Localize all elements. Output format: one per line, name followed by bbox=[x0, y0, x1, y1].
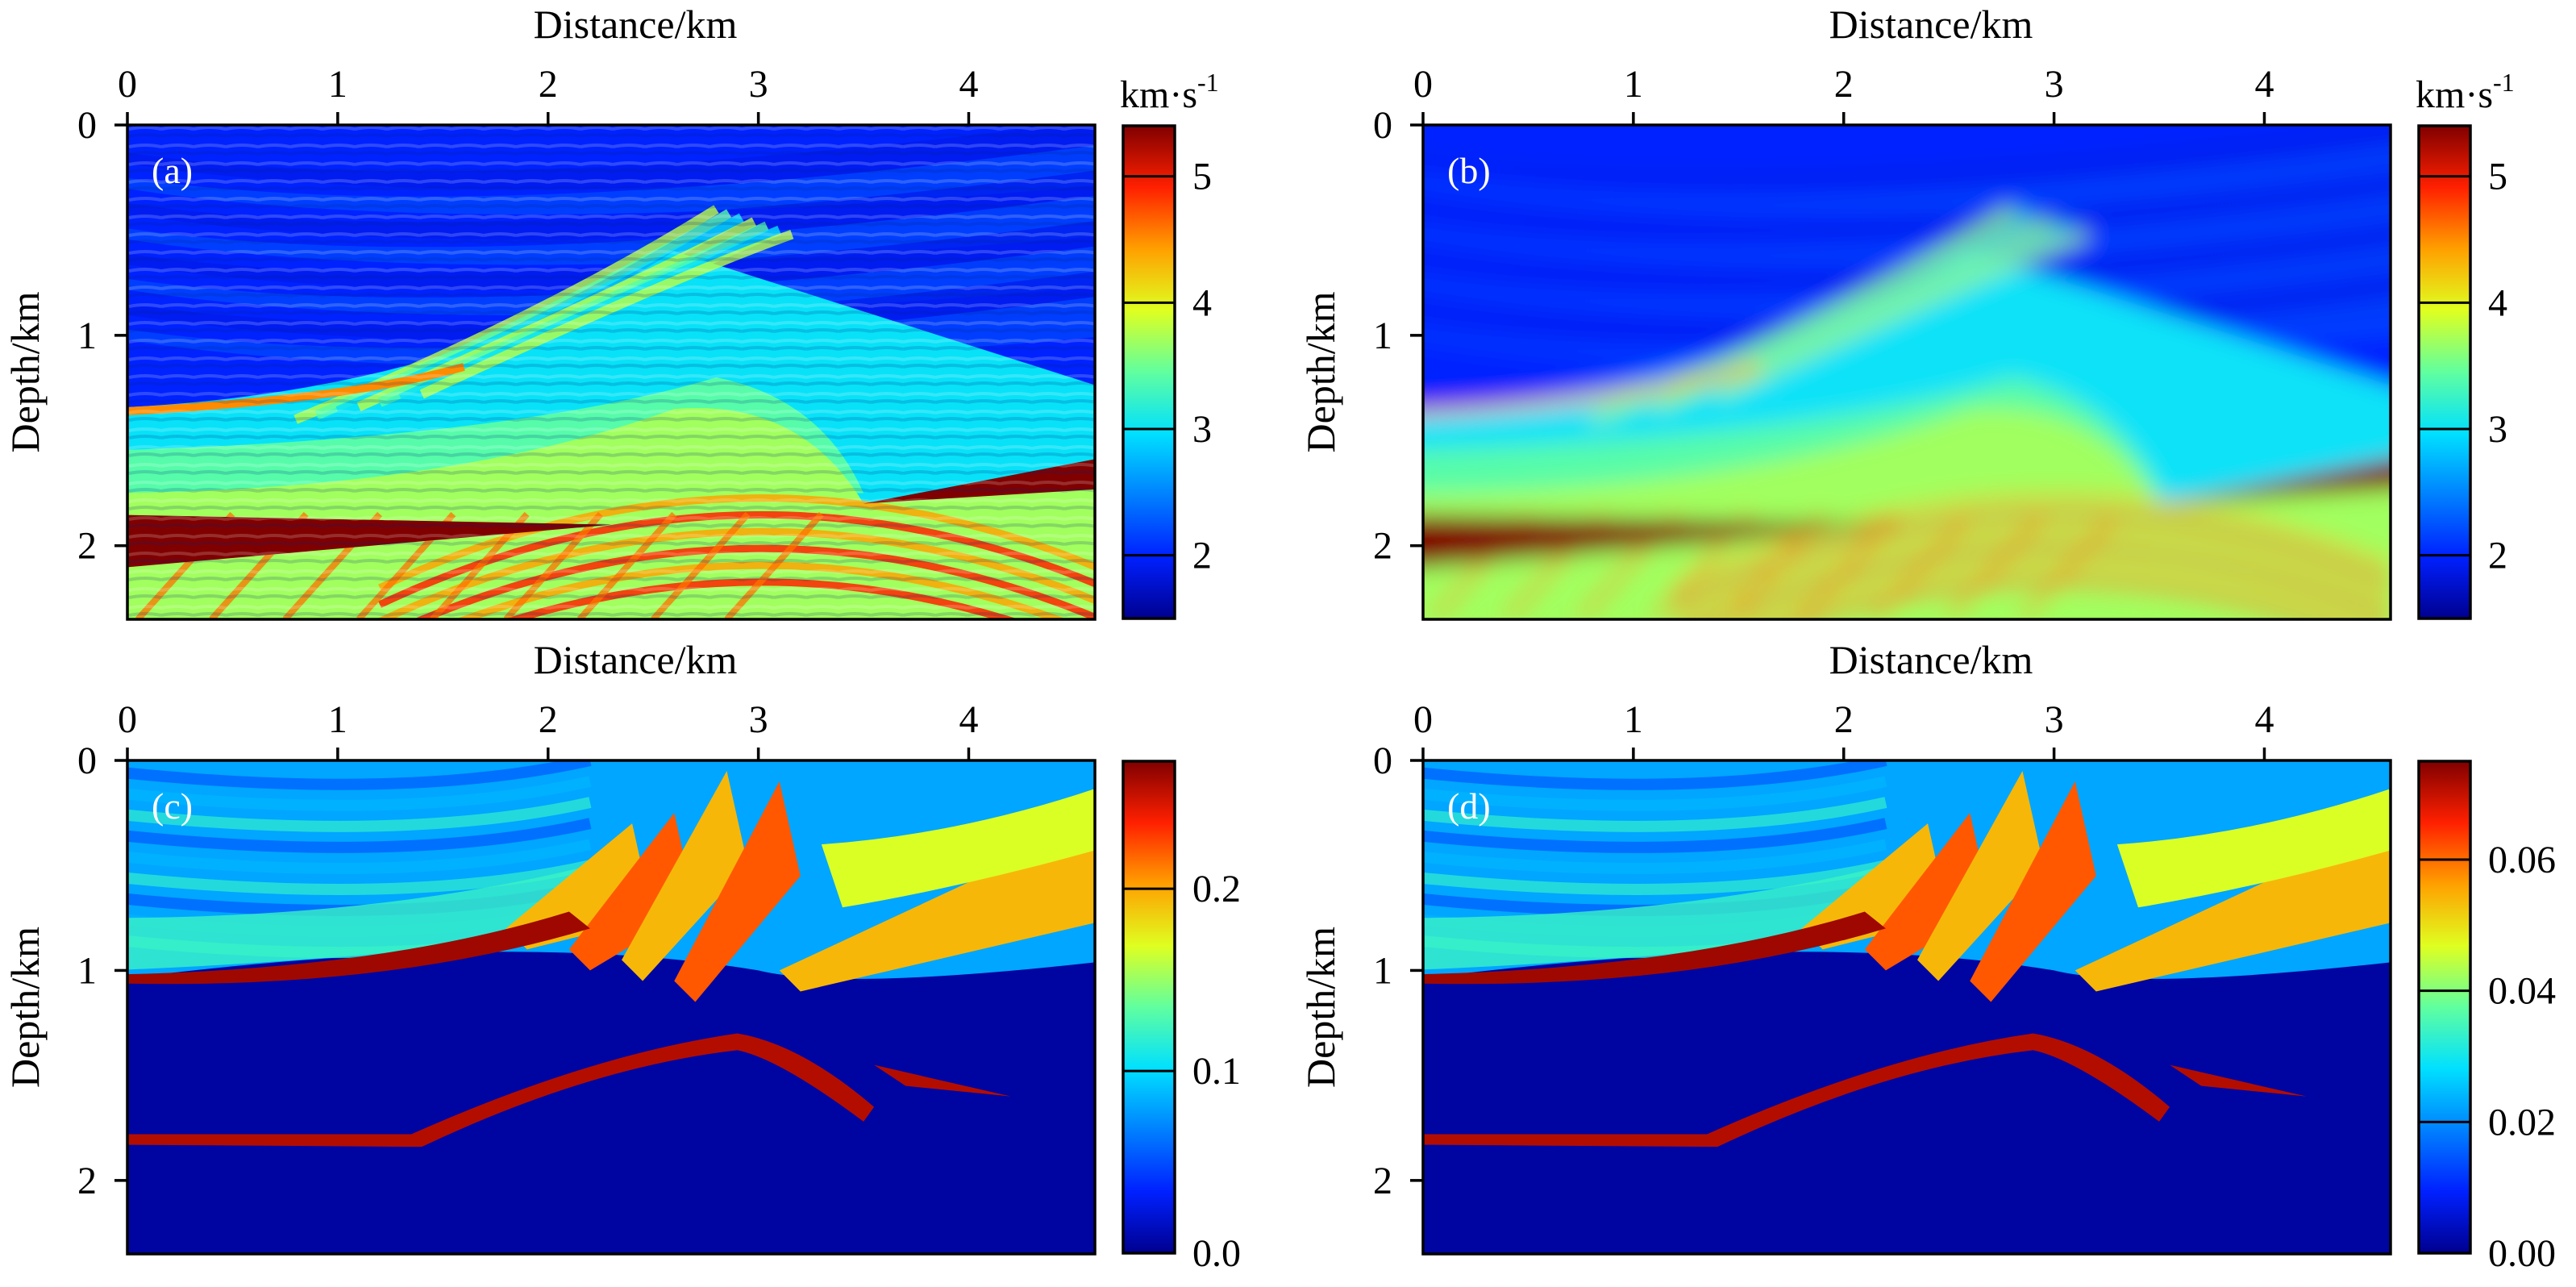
colorbar-tick-label: 0.04 bbox=[2488, 970, 2556, 1013]
plot-frame bbox=[1421, 123, 2392, 621]
colorbar-frame bbox=[2417, 124, 2472, 620]
colorbar bbox=[2419, 761, 2470, 1253]
y-tick-label: 0 bbox=[1373, 739, 1392, 782]
colorbar-tick-label: 2 bbox=[2488, 535, 2507, 577]
colorbar-tick-label: 0.00 bbox=[2488, 1232, 2556, 1275]
x-tick-label: 0 bbox=[118, 63, 137, 106]
colorbar-tick-label: 0.1 bbox=[1192, 1050, 1241, 1093]
x-tick-label: 2 bbox=[539, 698, 558, 741]
heatmap-image bbox=[127, 760, 1095, 1254]
colorbar-tick-label: 0.0 bbox=[1192, 1232, 1241, 1275]
y-tick-label: 1 bbox=[77, 949, 97, 992]
y-tick-label: 2 bbox=[77, 1160, 97, 1202]
colorbar-unit-superscript: -1 bbox=[1197, 68, 1219, 97]
chart-panel-c: Distance/km 0 1 2 3 4 0 1 2 Depth/km (c) 0.0 0.1 0.2 bbox=[2, 637, 1241, 1275]
y-tick-label: 2 bbox=[1373, 1160, 1392, 1202]
y-axis-label: Depth/km bbox=[1298, 291, 1343, 452]
x-tick-label: 1 bbox=[328, 698, 347, 741]
y-tick-label: 0 bbox=[77, 104, 97, 147]
x-tick-label: 4 bbox=[2254, 698, 2274, 741]
x-tick-label: 2 bbox=[1834, 698, 1854, 741]
panel-label: (c) bbox=[152, 785, 193, 827]
x-tick-label: 4 bbox=[959, 63, 978, 106]
x-tick-label: 2 bbox=[1834, 63, 1854, 106]
chart-panel-d: Distance/km 0 1 2 3 4 0 1 2 Depth/km (d) 0.00 0.02 0.… bbox=[1298, 637, 2556, 1275]
y-tick-label: 1 bbox=[1373, 314, 1392, 357]
colorbar-tick-label: 2 bbox=[1192, 535, 1212, 577]
colorbar-unit-label: km·s-1 bbox=[1120, 68, 1219, 116]
x-axis-title: Distance/km bbox=[1829, 2, 2033, 47]
chart-panel-b: Distance/km 0 1 2 3 4 0 1 2 Depth/km (b) 2 3 4 5 km·s-1 bbox=[1298, 2, 2515, 621]
y-tick-label: 2 bbox=[77, 525, 97, 568]
colorbar bbox=[1123, 126, 1175, 619]
colorbar-tick-label: 3 bbox=[2488, 408, 2507, 451]
y-tick-label: 0 bbox=[77, 739, 97, 782]
y-tick-label: 1 bbox=[1373, 949, 1392, 992]
chart-panel-a: Distance/km 0 1 2 3 4 0 1 2 Depth/km (a) 2 3 4 5 km·s-1 bbox=[2, 2, 1219, 621]
y-axis-label: Depth/km bbox=[2, 291, 48, 452]
x-tick-label: 0 bbox=[1413, 698, 1433, 741]
x-tick-label: 4 bbox=[959, 698, 978, 741]
x-axis-title: Distance/km bbox=[1829, 637, 2033, 682]
heatmap-image bbox=[127, 125, 1095, 619]
panel-label: (b) bbox=[1447, 150, 1491, 191]
plot-frame bbox=[126, 123, 1097, 621]
y-axis-label: Depth/km bbox=[2, 927, 48, 1088]
y-tick-label: 1 bbox=[77, 314, 97, 357]
colorbar-tick-label: 4 bbox=[1192, 281, 1212, 324]
colorbar-unit-superscript: -1 bbox=[2493, 68, 2515, 97]
y-tick-label: 2 bbox=[1373, 525, 1392, 568]
x-tick-label: 0 bbox=[1413, 63, 1433, 106]
x-tick-label: 1 bbox=[1624, 698, 1643, 741]
x-tick-label: 3 bbox=[2045, 63, 2064, 106]
y-tick-label: 0 bbox=[1373, 104, 1392, 147]
x-tick-label: 1 bbox=[1624, 63, 1643, 106]
colorbar-tick-label: 5 bbox=[2488, 156, 2507, 198]
colorbar-tick-label: 3 bbox=[1192, 408, 1212, 451]
colorbar bbox=[1123, 761, 1175, 1253]
x-axis-title: Distance/km bbox=[534, 2, 738, 47]
heatmap-image bbox=[1423, 760, 2391, 1254]
x-tick-label: 3 bbox=[2045, 698, 2064, 741]
x-tick-label: 4 bbox=[2254, 63, 2274, 106]
x-tick-label: 3 bbox=[749, 63, 768, 106]
panel-label: (d) bbox=[1447, 785, 1491, 827]
colorbar-tick-label: 0.02 bbox=[2488, 1101, 2556, 1143]
colorbar-tick-label: 0.2 bbox=[1192, 868, 1241, 910]
colorbar bbox=[2419, 126, 2470, 619]
x-axis-title: Distance/km bbox=[534, 637, 738, 682]
colorbar-tick-label: 4 bbox=[2488, 281, 2507, 324]
colorbar-unit-label: km·s-1 bbox=[2416, 68, 2515, 116]
x-tick-label: 0 bbox=[118, 698, 137, 741]
colorbar-tick-label: 5 bbox=[1192, 156, 1212, 198]
x-tick-label: 1 bbox=[328, 63, 347, 106]
plot-frame bbox=[1421, 759, 2392, 1256]
x-tick-label: 3 bbox=[749, 698, 768, 741]
x-tick-label: 2 bbox=[539, 63, 558, 106]
colorbar-frame bbox=[1122, 124, 1176, 620]
heatmap-image bbox=[1423, 125, 2391, 619]
plot-frame bbox=[126, 759, 1097, 1256]
panel-label: (a) bbox=[152, 150, 193, 191]
colorbar-tick-label: 0.06 bbox=[2488, 839, 2556, 881]
y-axis-label: Depth/km bbox=[1298, 927, 1343, 1088]
